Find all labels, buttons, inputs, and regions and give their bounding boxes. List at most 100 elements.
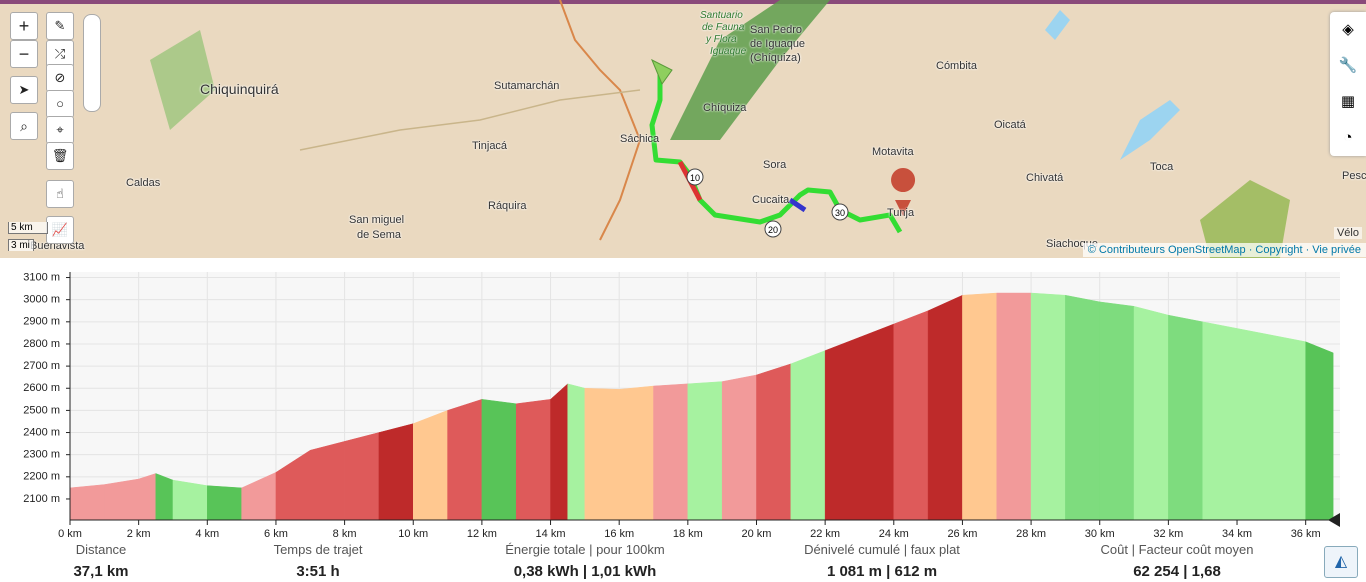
stat-label: Coût | Facteur coût moyen (1100, 542, 1254, 557)
elevation-segment (1168, 314, 1203, 521)
profile-name: Vélo (1333, 227, 1362, 239)
place-label: San Pedro (750, 24, 802, 36)
table[interactable]: ▦ (1340, 93, 1356, 110)
elevation-segment (1202, 321, 1238, 521)
elevation-segment (859, 323, 895, 521)
elevation-segment (1236, 328, 1272, 521)
place-label: de Sema (357, 229, 402, 241)
x-tick-label: 22 km (810, 528, 840, 538)
elevation-segment (584, 387, 620, 521)
elevation-segment (155, 473, 174, 521)
poi[interactable]: ⌖ (46, 116, 74, 144)
tools[interactable]: 🔧 (1338, 57, 1358, 74)
map[interactable]: 10 20 30 Chiquinquirá Sutamarchán Tinjacá Cal… (0, 0, 1366, 258)
elevation-segment (927, 294, 963, 521)
elevation-segment (756, 363, 792, 521)
y-tick-label: 2500 m (23, 404, 60, 416)
place-label: Tunja (887, 207, 915, 219)
elevation-segment (344, 432, 380, 521)
place-label: Pesca (1342, 170, 1366, 182)
stat-value: 62 254 | 1,68 (1133, 563, 1221, 580)
y-tick-label: 2200 m (23, 471, 60, 483)
y-tick-label: 2900 m (23, 316, 60, 328)
x-tick-label: 6 km (264, 528, 288, 538)
search[interactable]: ⌕ (10, 112, 38, 140)
y-tick-label: 2300 m (23, 449, 60, 461)
y-tick-label: 2400 m (23, 426, 60, 438)
elevation-segment (481, 399, 517, 521)
place-label: Caldas (126, 177, 161, 189)
stat: Dénivelé cumulé | faux plat 1 081 m | 612… (762, 542, 1002, 580)
place-label: Sáchica (620, 133, 660, 145)
x-tick-label: 32 km (1153, 528, 1183, 538)
x-tick-label: 36 km (1291, 528, 1321, 538)
y-tick-label: 2100 m (23, 493, 60, 505)
zoom-in[interactable]: + (10, 12, 38, 40)
place-label: de Iguaque (750, 38, 806, 50)
elevation-segment (1271, 334, 1306, 521)
elevation-segment (138, 473, 157, 521)
stat: Énergie totale | pour 100km 0,38 kWh | 1,… (465, 542, 705, 580)
circle[interactable]: ○ (46, 90, 74, 118)
layers[interactable]: ◈ (1342, 21, 1354, 38)
zoom-out[interactable]: − (10, 40, 38, 68)
delete[interactable]: 🗑 (46, 142, 74, 170)
elevation-segment (104, 478, 139, 521)
place-label: de Fauna (702, 22, 745, 33)
place-label: Tinjacá (472, 140, 508, 152)
shuffle[interactable]: ⤮ (46, 40, 74, 68)
elevation-segment (378, 423, 414, 521)
attribution[interactable]: © Contributeurs OpenStreetMap · Copyrigh… (1082, 243, 1366, 257)
stat-value: 1 081 m | 612 m (826, 563, 938, 580)
stats[interactable]: ◔ (1343, 129, 1353, 146)
stat: Distance 37,1 km (0, 542, 221, 580)
stat-label: Énergie totale | pour 100km (505, 542, 665, 557)
x-tick-label: 4 km (195, 528, 219, 538)
elevation-segment (310, 441, 345, 521)
chart-toggle[interactable]: ◭ (1324, 546, 1358, 578)
elevation-segment (69, 484, 105, 521)
y-tick-label: 2700 m (23, 360, 60, 372)
x-tick-label: 18 km (673, 528, 703, 538)
x-tick-label: 16 km (604, 528, 634, 538)
elevation-segment (447, 398, 483, 521)
elevation-segment (172, 479, 208, 521)
elevation-segment (790, 350, 826, 521)
elevation-segment (567, 383, 586, 521)
elevation-segment (721, 374, 757, 521)
x-tick-label: 20 km (742, 528, 772, 538)
opacity-slider[interactable] (83, 14, 101, 112)
place-label: Toca (1150, 161, 1174, 173)
elevation-segment (1099, 301, 1135, 521)
scale-mi: 3 mi (8, 239, 34, 251)
place-label: Sutamarchán (494, 80, 560, 92)
place-label: Oicatá (994, 119, 1026, 131)
x-tick-label: 8 km (333, 528, 357, 538)
locate[interactable]: ➤ (10, 76, 38, 104)
elevation-segment (550, 383, 568, 521)
place-label: Cucaita (752, 194, 790, 206)
x-tick-label: 0 km (58, 528, 82, 538)
stat: Temps de trajet 3:51 h (198, 542, 438, 580)
elevation-segment (515, 399, 551, 521)
pointer[interactable]: ☝ (46, 180, 74, 208)
x-tick-label: 28 km (1016, 528, 1046, 538)
stat: Coût | Facteur coût moyen 62 254 | 1,68 (1057, 542, 1297, 580)
place-label: Chivatá (1026, 172, 1064, 184)
place-label: y Flora (706, 34, 737, 45)
stat-label: Distance (75, 542, 127, 557)
place-label: San miguel (349, 214, 405, 226)
y-tick-label: 2800 m (23, 338, 60, 350)
place-label: Sora (763, 159, 787, 171)
place-label: Motavita (872, 146, 914, 158)
draw[interactable]: ✎ (46, 12, 74, 40)
elevation-segment (893, 310, 929, 521)
x-tick-label: 24 km (879, 528, 909, 538)
elevation-toggle[interactable]: 📈 (46, 216, 74, 244)
elevation-segment (996, 292, 1032, 521)
elevation-segment (687, 381, 723, 521)
place-label: Cómbita (936, 60, 977, 72)
right-toolbar: ◈ 🔧 ▦ ◔ (1330, 12, 1366, 156)
elevation-segment (962, 292, 998, 521)
no-go[interactable]: ⊘ (46, 64, 74, 92)
